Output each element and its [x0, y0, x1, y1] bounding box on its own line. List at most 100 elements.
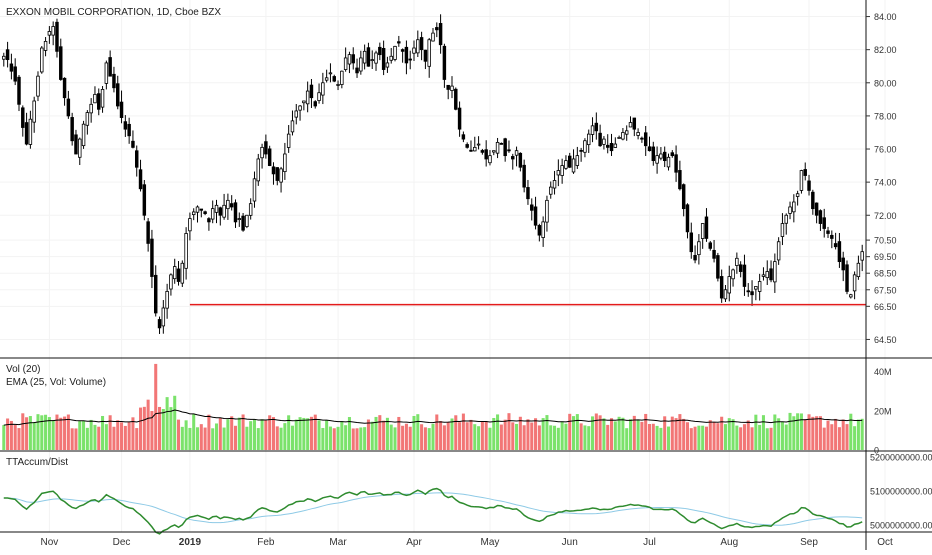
volume-bar — [685, 422, 690, 450]
candle — [488, 155, 492, 164]
candle — [66, 98, 71, 117]
candle — [738, 264, 743, 272]
volume-bar — [355, 428, 359, 450]
volume-bar — [674, 418, 678, 450]
candle — [826, 230, 830, 234]
volume-bar — [553, 425, 557, 450]
candle — [317, 92, 321, 101]
candle — [795, 193, 800, 197]
volume-bar — [112, 426, 116, 450]
accum-tick-label: 5000000000.00 — [870, 521, 932, 531]
candle — [457, 107, 462, 130]
volume-bar — [613, 421, 617, 450]
candle — [176, 268, 181, 282]
price-tick-label: 80.00 — [874, 78, 897, 88]
price-tick-label: 82.00 — [874, 45, 897, 55]
volume-bar — [549, 425, 553, 450]
candle — [586, 133, 591, 146]
candle — [735, 257, 739, 266]
volume-bar — [435, 414, 439, 450]
candle — [21, 107, 25, 128]
volume-bar — [36, 414, 40, 450]
volume-bar — [420, 424, 424, 450]
candle — [279, 168, 283, 183]
candle — [229, 203, 234, 208]
volume-bar — [473, 424, 477, 450]
candle — [127, 123, 131, 137]
volume-bar — [317, 420, 321, 450]
candle — [313, 101, 317, 107]
candle — [590, 125, 595, 135]
candle — [153, 274, 158, 314]
volume-bar — [602, 418, 606, 450]
volume-bar — [579, 423, 583, 450]
candle — [290, 120, 295, 133]
candle — [830, 234, 834, 239]
volume-bar — [214, 423, 219, 450]
candle — [336, 84, 340, 86]
volume-bar — [131, 417, 135, 450]
volume-bar — [739, 427, 743, 450]
volume-bar — [230, 416, 234, 450]
candle — [442, 45, 447, 80]
chart-title: EXXON MOBIL CORPORATION, 1D, Cboe BZX — [6, 7, 221, 18]
candle — [541, 221, 545, 238]
volume-bar — [545, 415, 549, 450]
volume-bar — [454, 415, 458, 450]
volume-bar — [123, 425, 127, 450]
candle — [651, 146, 656, 162]
volume-bar — [716, 423, 720, 450]
volume-bar — [598, 415, 602, 450]
volume-bar — [849, 413, 853, 450]
volume-bar — [423, 427, 427, 450]
candle — [416, 39, 420, 54]
candle — [640, 137, 644, 140]
volume-bar — [697, 425, 701, 450]
volume-bar — [241, 414, 245, 450]
volume-bar — [382, 420, 386, 450]
volume-bar — [530, 422, 534, 450]
volume-bar — [116, 420, 120, 450]
candle — [245, 214, 249, 227]
candle — [343, 57, 348, 70]
volume-bar — [328, 426, 332, 450]
candle — [374, 52, 378, 64]
volume-bar — [245, 426, 249, 450]
candle — [51, 26, 55, 36]
volume-bar — [397, 416, 401, 450]
volume-bar — [332, 428, 336, 450]
volume-bar — [701, 425, 705, 450]
volume-bar — [325, 420, 329, 450]
candle — [769, 268, 773, 281]
candle — [43, 40, 48, 51]
candle — [188, 218, 192, 232]
volume-bar — [461, 413, 465, 450]
volume-bar — [237, 417, 241, 450]
volume-bar — [632, 415, 636, 450]
candle — [385, 62, 390, 68]
volume-bar — [139, 407, 143, 450]
candle — [267, 148, 272, 166]
volume-bar — [374, 416, 378, 450]
candle — [184, 233, 188, 269]
candle — [807, 180, 811, 191]
candle — [47, 31, 52, 36]
volume-bar — [283, 423, 287, 450]
volume-bar — [260, 419, 264, 450]
volume-bar — [74, 428, 78, 450]
candle — [74, 134, 78, 155]
volume-bar — [492, 417, 496, 450]
candle — [85, 112, 90, 126]
volume-bar — [606, 424, 610, 450]
volume-bar — [564, 423, 568, 450]
volume-bar — [754, 414, 758, 450]
volume-bar — [158, 406, 162, 450]
candle — [435, 27, 439, 31]
volume-bar — [575, 414, 579, 450]
candle — [362, 50, 367, 64]
volume-bar — [742, 424, 746, 450]
volume-bar — [837, 427, 841, 450]
candle — [469, 149, 473, 152]
candle — [397, 41, 401, 44]
